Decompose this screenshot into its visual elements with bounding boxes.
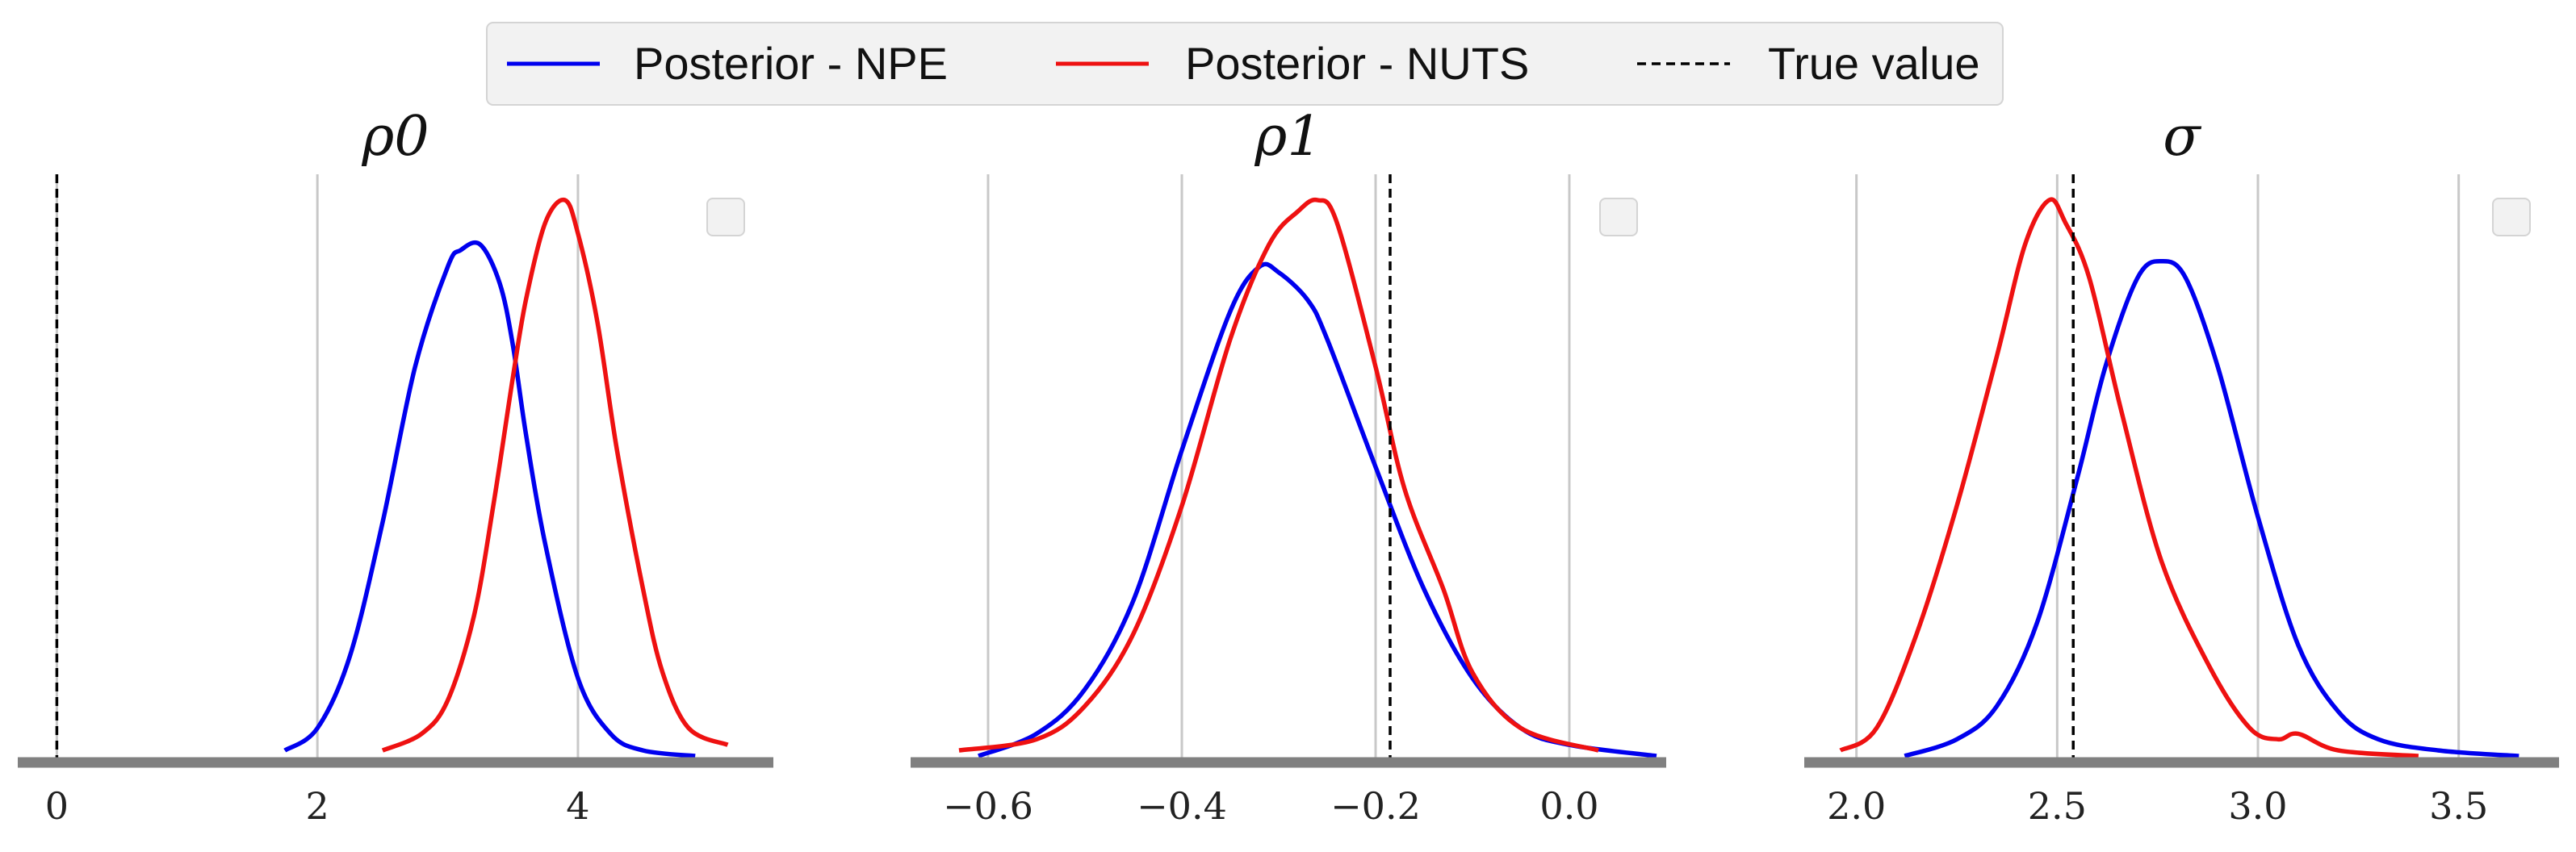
legend-label-nuts: Posterior - NUTS [1185,38,1529,89]
series-line-nuts [1839,197,2419,758]
x-tick-label: 2 [306,784,329,828]
panel-title: ρ1 [1254,105,1322,169]
series-line-nuts [958,197,1599,753]
empty-legend-box [1599,198,1638,236]
panel-3: 2.0 2.5 3.0 3.5 σ [1804,105,2559,828]
legend-box [486,22,2004,106]
x-tick-label: −0.2 [1330,784,1421,828]
panel-title: ρ0 [361,105,429,169]
series-line-npe [978,261,1657,758]
x-tick-label: 4 [566,784,589,828]
legend-label-true-value: True value [1768,38,1980,89]
empty-legend-box [2492,198,2531,236]
panels: 0 2 4 ρ0 −0.6 −0.4 −0.2 0.0 ρ1 2.0 2.5 3.0 3.5 σ [18,105,2559,828]
legend-label-npe: Posterior - NPE [634,38,948,89]
series-line-npe [1904,259,2519,758]
panel-1: 0 2 4 ρ0 [18,105,773,828]
x-tick-label: 2.0 [1827,784,1886,828]
empty-legend-box [706,198,745,236]
series-line-npe [283,240,696,758]
x-tick-label: 3.0 [2228,784,2287,828]
x-tick-label: −0.4 [1137,784,1227,828]
x-tick-label: 3.5 [2429,784,2488,828]
panel-2: −0.6 −0.4 −0.2 0.0 ρ1 [911,105,1666,828]
x-tick-label: 2.5 [2028,784,2087,828]
x-tick-label: 0 [45,784,69,828]
x-tick-label: −0.6 [943,784,1033,828]
series-line-nuts [381,197,729,753]
panel-title: σ [2163,105,2201,169]
x-tick-label: 0.0 [1539,784,1598,828]
legend: Posterior - NPE Posterior - NUTS True va… [486,22,2004,106]
